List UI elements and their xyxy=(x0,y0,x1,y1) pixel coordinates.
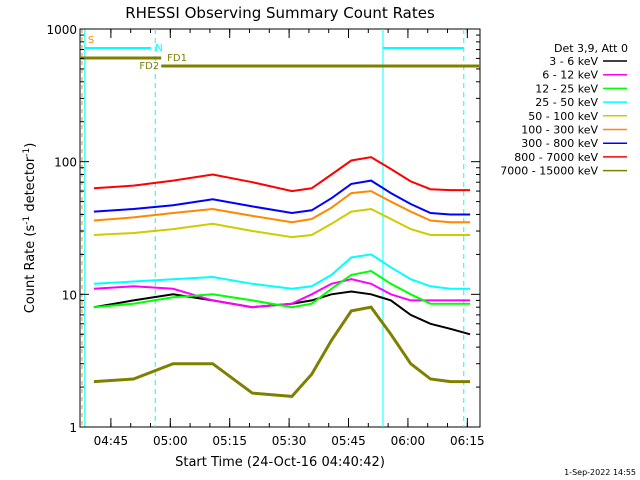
legend-label: 300 - 800 keV xyxy=(521,137,598,150)
x-tick-label: 05:30 xyxy=(272,434,307,448)
x-tick-label: 06:00 xyxy=(391,434,426,448)
x-tick-label: 04:45 xyxy=(94,434,129,448)
annotation-layer: S N FD1 FD2 xyxy=(88,35,187,72)
legend-label: 7000 - 15000 keV xyxy=(500,165,598,178)
legend-label: 6 - 12 keV xyxy=(542,69,598,82)
y-tick-label: 1 xyxy=(69,421,77,435)
series-line xyxy=(93,278,471,309)
series-line xyxy=(93,156,471,193)
annotation-label: S xyxy=(88,35,94,46)
x-axis-ticks: 04:45 05:00 05:15 05:30 05:45 06:00 06:15 xyxy=(94,29,485,448)
footer-date: 1-Sep-2022 14:55 xyxy=(564,468,636,477)
legend-label: 100 - 300 keV xyxy=(521,124,598,137)
x-tick-label: 05:45 xyxy=(331,434,366,448)
legend-label: 50 - 100 keV xyxy=(528,110,598,123)
series-line xyxy=(93,179,471,216)
x-axis-label: Start Time (24-Oct-16 04:40:42) xyxy=(175,455,385,470)
observation-markers xyxy=(80,29,480,427)
y-axis-ticks: 1 10 100 1000 xyxy=(46,23,480,435)
chart-title: RHESSI Observing Summary Count Rates xyxy=(125,4,435,22)
y-axis-label: Count Rate (s-1 detector-1) xyxy=(22,143,38,314)
series-line xyxy=(93,305,471,398)
legend-label: 800 - 7000 keV xyxy=(514,151,598,164)
y-tick-label: 1000 xyxy=(46,23,77,37)
y-tick-label: 10 xyxy=(62,288,77,302)
series-line xyxy=(93,207,471,239)
plot-frame xyxy=(79,28,481,428)
x-tick-label: 06:15 xyxy=(450,434,485,448)
legend-label: 3 - 6 keV xyxy=(549,55,598,68)
series-line xyxy=(93,190,471,224)
series-line xyxy=(93,253,471,290)
legend-label: 25 - 50 keV xyxy=(535,96,598,109)
annotation-label: FD2 xyxy=(139,61,159,72)
x-tick-label: 05:15 xyxy=(212,434,247,448)
series-line xyxy=(93,290,471,336)
y-tick-label: 100 xyxy=(54,156,77,170)
legend-label: 12 - 25 keV xyxy=(535,82,598,95)
series-line xyxy=(93,269,471,309)
annotation-label: FD1 xyxy=(167,53,187,64)
annotation-label: N xyxy=(155,43,162,54)
legend-header: Det 3,9, Att 0 xyxy=(554,42,628,55)
series-layer xyxy=(93,156,471,398)
x-tick-label: 05:00 xyxy=(153,434,188,448)
